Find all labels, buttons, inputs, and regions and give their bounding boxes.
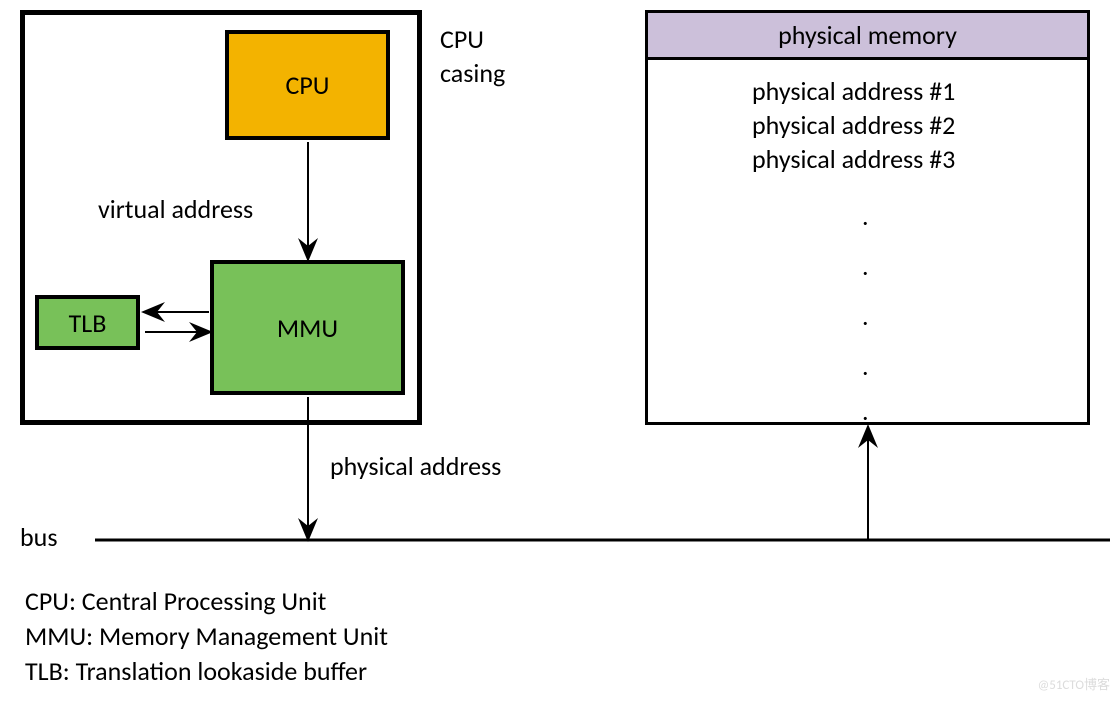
diagram-lines bbox=[0, 0, 1120, 701]
watermark: @51CTO博客 bbox=[1038, 674, 1110, 693]
